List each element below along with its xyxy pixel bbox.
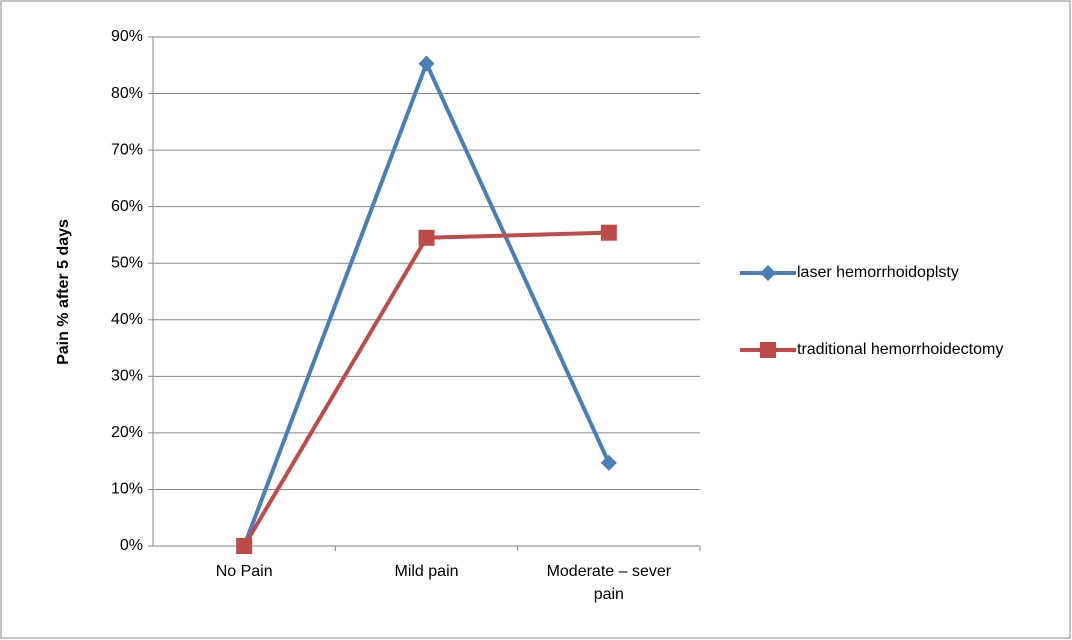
legend-marker xyxy=(760,342,776,358)
x-tick-label: Mild pain xyxy=(394,563,459,580)
legend-marker xyxy=(760,265,776,281)
legend-label-box: traditional hemorrhoidectomy xyxy=(797,341,1004,358)
legend-label: traditional hemorrhoidectomy xyxy=(797,341,1004,358)
y-tick-label: 60% xyxy=(111,198,143,215)
y-tick-label: 40% xyxy=(111,311,143,328)
y-tick-label: 30% xyxy=(111,368,143,385)
x-tick-label-box: Mild pain xyxy=(394,563,459,580)
data-point xyxy=(600,224,617,241)
data-point xyxy=(236,538,253,554)
y-tick-label: 80% xyxy=(111,85,143,102)
y-tick-label: 50% xyxy=(111,254,143,271)
y-tick-label: 0% xyxy=(120,537,143,554)
data-point xyxy=(418,229,435,246)
y-tick-label: 20% xyxy=(111,424,143,441)
x-tick-label: Moderate – sever pain xyxy=(546,563,672,603)
data-point xyxy=(418,55,435,72)
y-tick-label: 10% xyxy=(111,481,143,498)
y-tick-label: 70% xyxy=(111,141,143,158)
legend-label-box: laser hemorrhoidoplsty xyxy=(797,264,959,281)
y-tick-label: 90% xyxy=(111,28,143,45)
x-tick-label-box: No Pain xyxy=(215,563,273,580)
data-point xyxy=(600,454,617,471)
y-axis-label: Pain % after 5 days xyxy=(55,219,72,365)
x-tick-label: No Pain xyxy=(215,563,273,580)
legend-label: laser hemorrhoidoplsty xyxy=(797,264,959,281)
x-tick-label-box: Moderate – sever pain xyxy=(546,563,672,603)
